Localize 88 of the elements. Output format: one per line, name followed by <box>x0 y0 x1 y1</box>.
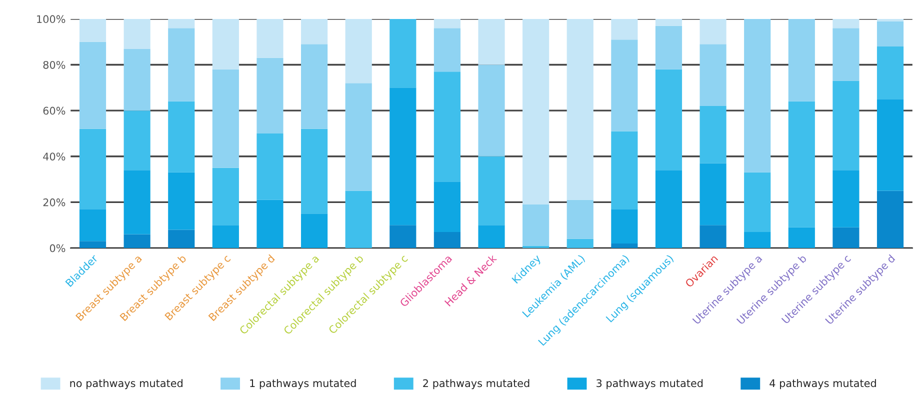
bar <box>832 18 860 28</box>
bar <box>744 18 771 172</box>
bar <box>168 101 195 172</box>
bar <box>301 18 328 44</box>
y-tick-label: 80% <box>43 60 66 69</box>
bar <box>700 163 726 226</box>
bar <box>390 225 416 248</box>
bar <box>788 18 815 102</box>
bar <box>434 72 460 182</box>
bar <box>744 172 771 232</box>
bar <box>345 83 372 191</box>
bar <box>611 18 638 40</box>
bar <box>788 101 815 228</box>
bar <box>522 246 550 248</box>
bar <box>478 64 505 156</box>
y-tick-label: 20% <box>43 198 66 206</box>
bar <box>611 131 638 210</box>
bar <box>655 18 682 26</box>
bar <box>611 209 638 244</box>
bar <box>434 182 460 232</box>
y-tick-label: 0% <box>50 244 66 252</box>
bar <box>212 225 239 248</box>
bar <box>256 133 284 200</box>
bar <box>832 170 860 228</box>
bar <box>124 48 150 111</box>
bar <box>566 18 594 200</box>
bar <box>301 128 328 214</box>
bar <box>168 230 195 248</box>
bar <box>876 21 904 46</box>
bar <box>700 18 726 44</box>
bar <box>124 110 150 170</box>
bar <box>566 200 594 239</box>
bar <box>522 204 550 246</box>
y-tick-label: 40% <box>43 152 66 160</box>
bar <box>301 214 328 248</box>
bar <box>79 209 106 242</box>
bar <box>212 18 239 70</box>
legend-label: 1 pathways mutated <box>250 379 356 390</box>
bar <box>79 18 106 42</box>
bar <box>611 243 638 248</box>
bar <box>876 190 904 248</box>
bar <box>611 40 638 132</box>
bar <box>390 88 416 226</box>
bar <box>832 227 860 248</box>
bar <box>478 18 505 65</box>
bar <box>655 170 682 248</box>
bar <box>79 42 106 129</box>
bar <box>744 232 771 248</box>
bar <box>832 80 860 170</box>
bar <box>700 106 726 164</box>
bar <box>168 18 195 28</box>
bar <box>124 234 150 248</box>
bar <box>434 18 460 28</box>
bar <box>168 172 195 230</box>
bar <box>168 28 195 102</box>
bar <box>212 168 239 226</box>
bar <box>124 18 150 49</box>
bar <box>876 46 904 100</box>
bar <box>345 190 372 248</box>
legend-label: 4 pathways mutated <box>770 379 876 390</box>
bar <box>700 44 726 106</box>
bar <box>788 227 815 248</box>
bar <box>434 28 460 72</box>
bar <box>832 28 860 81</box>
bar <box>256 200 284 248</box>
bar <box>79 128 106 210</box>
legend-label: no pathways mutated <box>70 379 182 390</box>
bar <box>655 26 682 70</box>
bar <box>390 18 416 88</box>
bar <box>345 18 372 84</box>
y-tick-label: 100% <box>37 15 66 24</box>
bar <box>876 99 904 191</box>
legend-label: 3 pathways mutated <box>596 379 703 390</box>
bar <box>434 232 460 248</box>
bar <box>256 18 284 58</box>
bar <box>256 58 284 134</box>
bar <box>478 156 505 226</box>
legend-label: 2 pathways mutated <box>423 379 530 390</box>
bar <box>655 69 682 170</box>
bar <box>522 18 550 204</box>
bar <box>124 170 150 234</box>
bar <box>566 238 594 248</box>
bar <box>79 241 106 248</box>
bar <box>301 44 328 129</box>
bar <box>212 69 239 168</box>
bar <box>478 225 505 248</box>
bar <box>700 225 726 248</box>
y-tick-label: 60% <box>43 106 66 115</box>
